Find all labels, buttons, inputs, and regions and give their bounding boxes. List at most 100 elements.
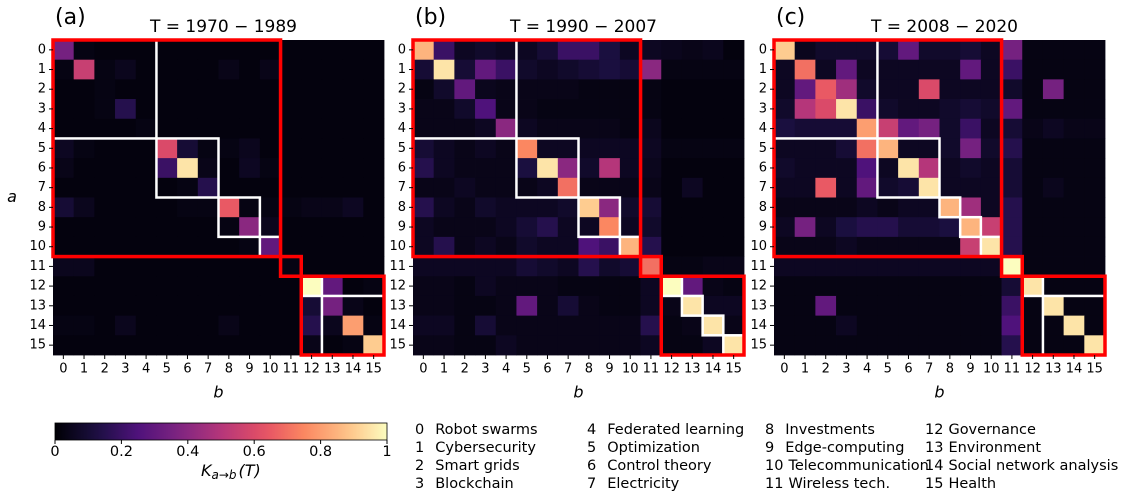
heatmap-cell [960, 197, 982, 218]
heatmap-cell [342, 99, 364, 120]
heatmap-cell [723, 158, 745, 179]
heatmap-cell [197, 118, 219, 139]
heatmap-cell [280, 99, 302, 120]
heatmap-cell [1042, 177, 1065, 198]
heatmap-cell [259, 138, 281, 159]
heatmap-cell [774, 79, 796, 100]
heatmap-cell [53, 59, 75, 80]
heatmap-cell [73, 79, 95, 100]
heatmap-cell [454, 138, 476, 159]
heatmap-cell [980, 197, 1002, 218]
y-tick-label: 12 [750, 279, 767, 294]
heatmap-cell [301, 197, 323, 218]
x-tick-label: 4 [142, 362, 150, 377]
heatmap-cell [960, 256, 982, 277]
heatmap-cell [73, 99, 95, 120]
heatmap-cell [197, 236, 219, 257]
heatmap-cell [239, 177, 261, 198]
legend-name: Optimization [607, 440, 700, 456]
heatmap-cell [856, 177, 878, 198]
y-tick-label: 9 [759, 220, 767, 235]
heatmap-cell [856, 59, 878, 80]
heatmap-cell [702, 315, 724, 336]
heatmap-cell [495, 197, 517, 218]
heatmap-cell [321, 256, 344, 277]
heatmap-cell [259, 79, 281, 100]
heatmap-cell [557, 138, 579, 159]
heatmap-cell [836, 40, 858, 61]
heatmap-cell [960, 315, 982, 336]
heatmap-cell [516, 158, 538, 179]
heatmap-cell [259, 40, 281, 61]
heatmap-cell [815, 158, 837, 179]
heatmap-cell [1063, 59, 1085, 80]
heatmap-cell [135, 335, 157, 356]
heatmap-cell [815, 335, 837, 356]
heatmap-cell [280, 236, 302, 257]
heatmap-cell [495, 118, 517, 139]
x-tick-label: 9 [245, 362, 253, 377]
y-tick-label: 11 [389, 259, 406, 274]
heatmap-cell [53, 236, 75, 257]
heatmap-cell [836, 236, 858, 257]
heatmap-cell [980, 335, 1002, 356]
heatmap-cell [856, 217, 878, 238]
y-tick-label: 3 [759, 101, 767, 116]
heatmap-cell [939, 177, 961, 198]
heatmap-cell [218, 217, 240, 238]
heatmap-cell [94, 99, 116, 120]
heatmap-cell [53, 79, 75, 100]
heatmap-cell [939, 236, 961, 257]
heatmap-cell [1001, 276, 1023, 297]
heatmap-cell [557, 118, 579, 139]
heatmap-cell [702, 118, 724, 139]
heatmap-cell [135, 236, 157, 257]
heatmap-cell [239, 256, 261, 277]
heatmap-cell [454, 315, 476, 336]
heatmap-cell [640, 256, 662, 277]
heatmap-cell [960, 138, 982, 159]
heatmap-cell [1084, 256, 1106, 277]
heatmap-cell [681, 118, 704, 139]
heatmap-cell [53, 315, 75, 336]
heatmap-cell [115, 295, 137, 317]
heatmap-cell [918, 177, 940, 198]
heatmap-cell [495, 177, 517, 198]
heatmap-cell [73, 256, 95, 277]
heatmap-cell [980, 236, 1002, 257]
heatmap-cell [516, 335, 538, 356]
heatmap-cell [619, 217, 641, 238]
legend-name: Cybersecurity [435, 440, 536, 456]
heatmap-cell [321, 59, 344, 80]
heatmap-cell [661, 99, 683, 120]
heatmap-cell [1063, 236, 1085, 257]
heatmap-cell [898, 315, 920, 336]
heatmap-cell [156, 79, 178, 100]
heatmap-cell [280, 197, 302, 218]
heatmap-cell [433, 236, 455, 257]
heatmap-cell [94, 118, 116, 139]
heatmap-cell [363, 99, 385, 120]
legend-name: Blockchain [435, 476, 513, 492]
heatmap-cell [640, 99, 662, 120]
heatmap-cell [413, 59, 435, 80]
heatmap-cell [619, 236, 641, 257]
heatmap-cell [475, 236, 497, 257]
heatmap-cell [599, 99, 621, 120]
legend-entry: 12 Governance [925, 422, 1036, 438]
heatmap-cell [557, 315, 579, 336]
heatmap-cell [723, 276, 745, 297]
heatmap-cell [135, 295, 157, 317]
heatmap-cell [413, 276, 435, 297]
heatmap-cell [877, 295, 899, 317]
heatmap-cell [774, 118, 796, 139]
heatmap-cell [1063, 79, 1085, 100]
heatmap-cell [599, 138, 621, 159]
heatmap-cell [1042, 197, 1065, 218]
heatmap-cell [177, 236, 199, 257]
heatmap-cell [578, 256, 600, 277]
x-tick-label: 13 [324, 362, 341, 377]
heatmap-cell [836, 79, 858, 100]
heatmap-cell [619, 79, 641, 100]
